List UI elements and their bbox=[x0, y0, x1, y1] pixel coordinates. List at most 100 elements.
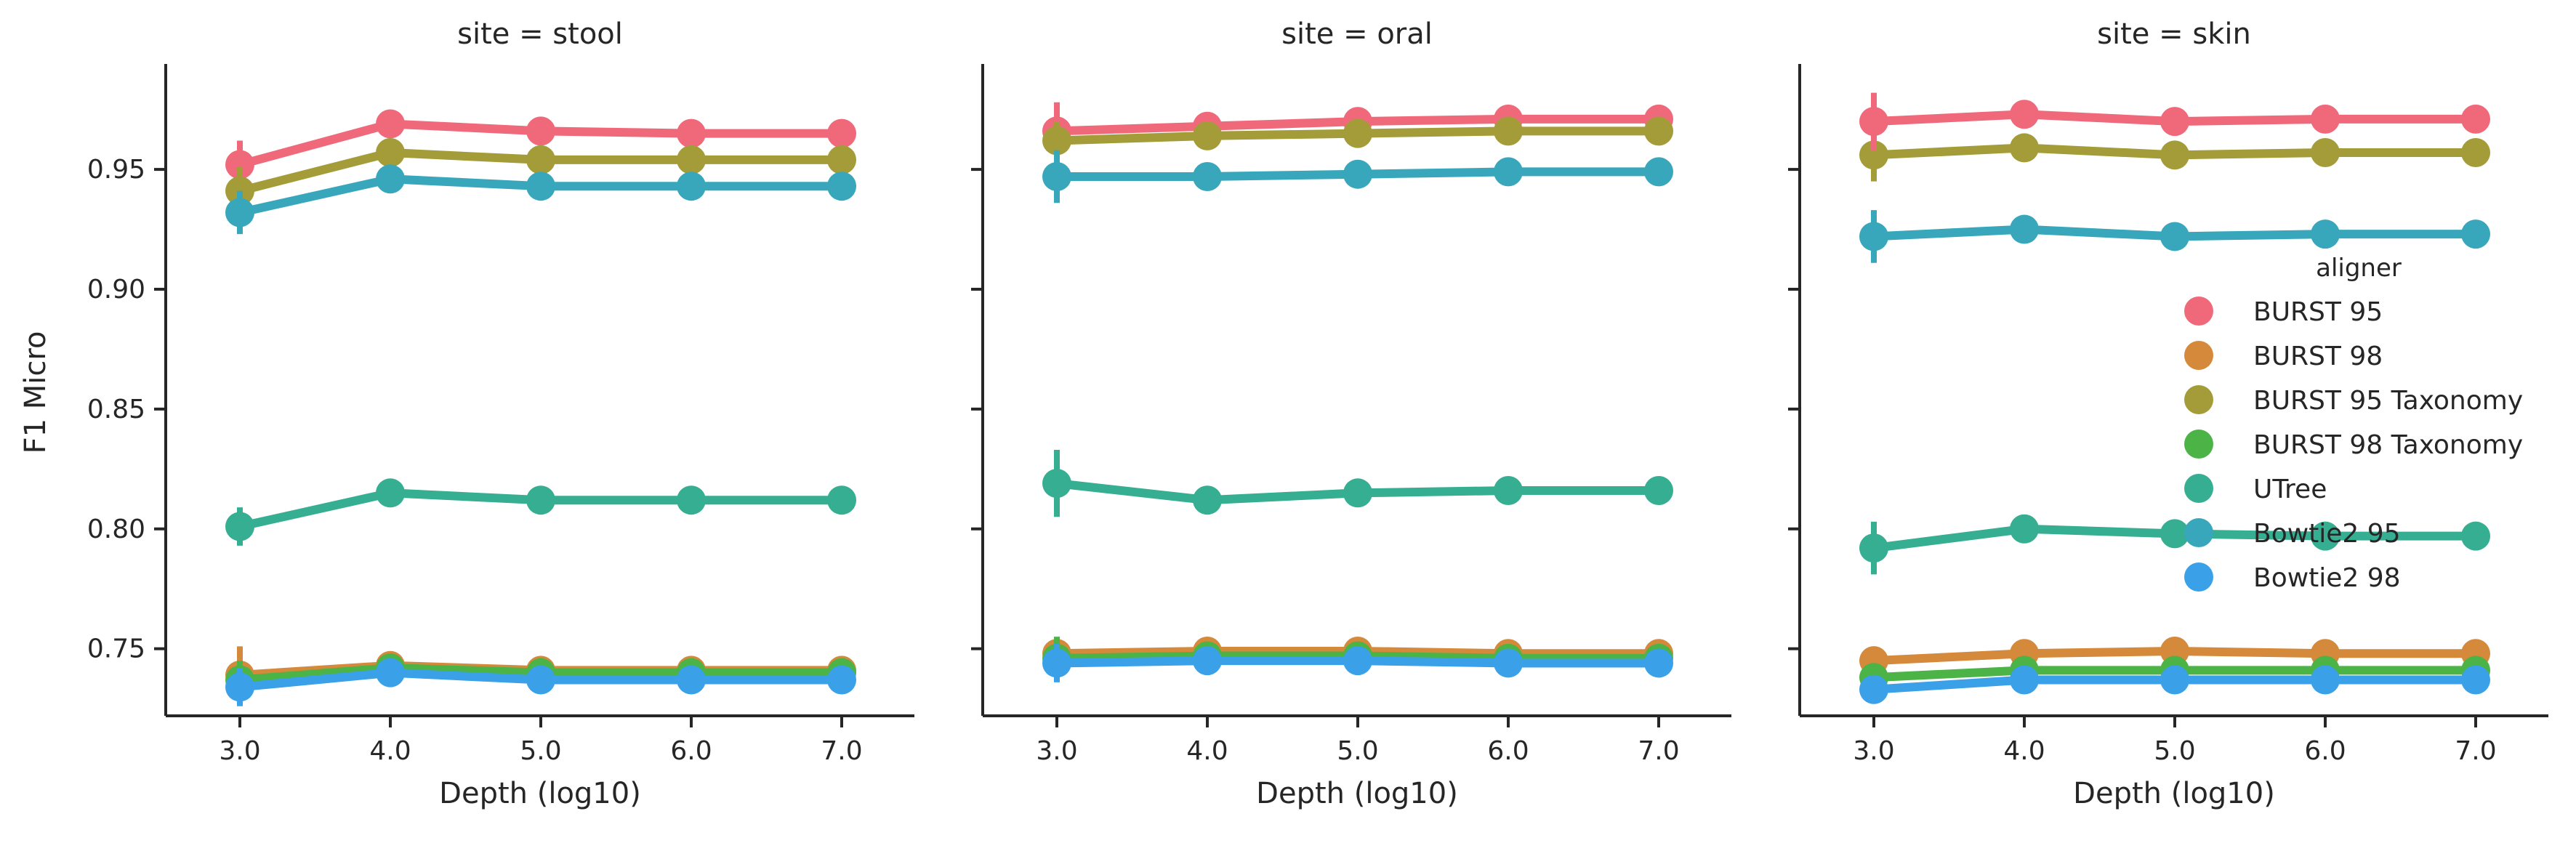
data-point bbox=[1193, 485, 1222, 515]
data-point bbox=[526, 145, 555, 174]
data-point bbox=[1042, 126, 1071, 156]
data-point bbox=[2311, 521, 2340, 551]
data-point bbox=[1859, 222, 1888, 251]
data-point bbox=[827, 145, 856, 174]
legend-marker bbox=[2184, 429, 2213, 459]
data-point bbox=[2311, 665, 2340, 695]
x-axis-label: Depth (log10) bbox=[439, 777, 641, 810]
legend-title: aligner bbox=[2316, 254, 2402, 283]
legend-label: BURST 95 bbox=[2253, 297, 2383, 327]
y-tick-label: 0.75 bbox=[87, 634, 145, 664]
legend-label: UTree bbox=[2253, 475, 2327, 504]
legend: aligner BURST 95 BURST 98 BURST 95 Taxonom… bbox=[2184, 254, 2523, 593]
data-point bbox=[2160, 107, 2189, 137]
series-burst-95-taxonomy bbox=[1859, 129, 2490, 182]
series-utree bbox=[225, 478, 856, 546]
data-point bbox=[376, 478, 405, 508]
x-tick-label: 7.0 bbox=[2455, 736, 2496, 766]
data-point bbox=[827, 118, 856, 148]
x-tick-label: 4.0 bbox=[369, 736, 411, 766]
legend-entry: BURST 95 bbox=[2184, 297, 2383, 327]
data-point bbox=[677, 172, 706, 201]
data-point bbox=[2010, 133, 2039, 163]
data-point bbox=[225, 198, 254, 227]
data-point bbox=[2160, 519, 2189, 549]
series-bowtie2-95 bbox=[1859, 210, 2490, 263]
series-burst-98 bbox=[1859, 636, 2490, 676]
legend-entry: Bowtie2 95 bbox=[2184, 518, 2401, 549]
facet-panel-oral: site = oral 3.0 4.0 5.0 6.0 7.0 Depth (log10) bbox=[971, 17, 1731, 810]
data-point bbox=[2010, 100, 2039, 129]
data-point bbox=[2010, 514, 2039, 544]
x-axis-label: Depth (log10) bbox=[2073, 777, 2275, 810]
data-point bbox=[1859, 107, 1888, 137]
data-point bbox=[1494, 157, 1523, 187]
legend-marker bbox=[2184, 518, 2213, 547]
legend-label: BURST 98 Taxonomy bbox=[2253, 430, 2523, 460]
y-axis-label: F1 Micro bbox=[19, 331, 52, 454]
x-tick-label: 5.0 bbox=[1337, 736, 1378, 766]
data-point bbox=[677, 145, 706, 174]
data-point bbox=[526, 116, 555, 146]
x-tick-label: 7.0 bbox=[821, 736, 862, 766]
series-utree bbox=[1042, 449, 1673, 517]
series-bowtie2-95 bbox=[1042, 150, 1673, 203]
data-point bbox=[2160, 665, 2189, 695]
data-point bbox=[1494, 116, 1523, 146]
data-point bbox=[1042, 469, 1071, 499]
x-tick-label: 3.0 bbox=[1036, 736, 1077, 766]
legend-marker bbox=[2184, 341, 2213, 370]
legend-label: BURST 95 Taxonomy bbox=[2253, 386, 2523, 416]
data-point bbox=[376, 658, 405, 687]
data-point bbox=[1644, 157, 1673, 187]
data-point bbox=[1859, 533, 1888, 563]
legend-label: Bowtie2 98 bbox=[2253, 563, 2401, 593]
x-tick-label: 6.0 bbox=[2304, 736, 2346, 766]
data-point bbox=[225, 150, 254, 180]
data-point bbox=[2311, 104, 2340, 134]
legend-label: BURST 98 bbox=[2253, 342, 2383, 371]
data-point bbox=[2311, 219, 2340, 249]
facet-panel-skin: site = skin 3.0 4.0 5.0 6.0 7.0 Depth (log10) bbox=[1788, 17, 2548, 810]
data-point bbox=[376, 138, 405, 168]
data-point bbox=[1859, 674, 1888, 704]
data-point bbox=[677, 118, 706, 148]
series-burst-95-taxonomy bbox=[1042, 116, 1673, 160]
legend-entries: BURST 95 BURST 98 BURST 95 Taxonomy BURST 9… bbox=[2184, 297, 2523, 593]
facet-panels: site = stool 0.75 0.80 0.85 0.90 0.95 3.0 4.0 5.… bbox=[87, 17, 2548, 810]
data-point bbox=[225, 672, 254, 702]
x-tick-label: 7.0 bbox=[1638, 736, 1679, 766]
data-point bbox=[827, 485, 856, 515]
x-tick-label: 6.0 bbox=[670, 736, 712, 766]
x-tick-label: 6.0 bbox=[1487, 736, 1529, 766]
y-tick-label: 0.95 bbox=[87, 155, 145, 185]
x-tick-label: 3.0 bbox=[219, 736, 260, 766]
series-burst-95 bbox=[1859, 92, 2490, 150]
data-point bbox=[1644, 116, 1673, 146]
series-bowtie2-98 bbox=[1859, 665, 2490, 704]
data-point bbox=[1494, 476, 1523, 506]
series-burst-95-taxonomy bbox=[225, 138, 856, 215]
data-point bbox=[2010, 214, 2039, 244]
x-axis-label: Depth (log10) bbox=[1256, 777, 1458, 810]
legend-entry: BURST 95 Taxonomy bbox=[2184, 385, 2523, 416]
data-point bbox=[1343, 159, 1372, 189]
legend-marker bbox=[2184, 385, 2213, 414]
data-point bbox=[1859, 140, 1888, 170]
x-tick-label: 3.0 bbox=[1853, 736, 1894, 766]
panel-title-oral: site = oral bbox=[1281, 17, 1433, 51]
x-tick-label: 4.0 bbox=[1186, 736, 1228, 766]
data-point bbox=[2461, 104, 2490, 134]
data-point bbox=[2461, 665, 2490, 695]
series-bowtie2-98 bbox=[225, 658, 856, 706]
legend-entry: UTree bbox=[2184, 474, 2327, 504]
series-bowtie2-98 bbox=[1042, 644, 1673, 682]
data-point bbox=[526, 665, 555, 695]
data-point bbox=[1193, 161, 1222, 191]
legend-marker bbox=[2184, 562, 2213, 592]
data-point bbox=[1644, 648, 1673, 678]
data-point bbox=[1193, 121, 1222, 150]
data-point bbox=[2311, 138, 2340, 168]
data-point bbox=[376, 109, 405, 139]
